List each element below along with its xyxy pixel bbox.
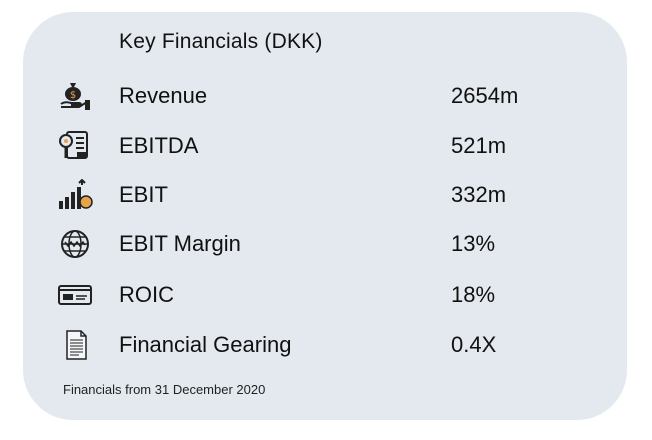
card-icon [57, 279, 93, 311]
row-label: EBIT [119, 182, 168, 207]
row-label: ROIC [119, 282, 174, 307]
report-magnifier-icon [57, 130, 93, 162]
row-value: 0.4X [451, 332, 497, 357]
row-label: EBITDA [119, 133, 199, 158]
row-revenue: $ Revenue 2654m [23, 76, 627, 116]
row-value: 18% [451, 282, 496, 307]
svg-text:$: $ [70, 90, 76, 101]
row-value: 13% [451, 231, 496, 256]
row-ebit-margin: EBIT Margin 13% [23, 224, 627, 264]
growth-bars-icon [57, 179, 93, 211]
row-value: 521m [451, 133, 507, 158]
row-label: Financial Gearing [119, 332, 292, 357]
row-label: Revenue [119, 83, 208, 108]
row-value: 2654m [451, 83, 519, 108]
row-ebitda: EBITDA 521m [23, 126, 627, 166]
card-title: Key Financials (DKK) [119, 30, 323, 53]
row-ebit: EBIT 332m [23, 175, 627, 215]
row-financial-gearing: Financial Gearing 0.4X [23, 325, 627, 365]
footnote: Financials from 31 December 2020 [63, 382, 266, 397]
row-roic: ROIC 18% [23, 275, 627, 315]
row-label: EBIT Margin [119, 231, 241, 256]
money-bag-hand-icon: $ [57, 80, 93, 112]
key-financials-card: Key Financials (DKK) $ Revenue 2654m [23, 12, 627, 420]
row-value: 332m [451, 182, 507, 207]
globe-icon [57, 228, 93, 260]
document-icon [57, 329, 93, 361]
